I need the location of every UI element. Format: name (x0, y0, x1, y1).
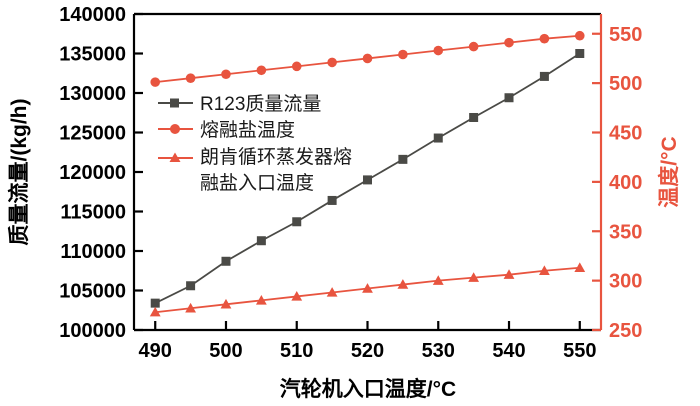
data-point-triangle (326, 287, 338, 297)
x-tick-label: 500 (209, 340, 242, 362)
data-point-circle (150, 77, 161, 87)
data-point-circle (185, 73, 196, 83)
left-axis-tick-labels: 100000 105000 110000 115000 120000 125000 1300… (59, 4, 126, 342)
left-tick-label: 110000 (60, 241, 126, 263)
data-point-triangle (397, 279, 409, 289)
data-point-square (504, 93, 514, 103)
data-point-circle (362, 53, 373, 64)
data-point-square (186, 281, 196, 291)
data-point-circle (539, 33, 550, 44)
data-point-triangle (362, 283, 373, 293)
data-point-square (221, 256, 231, 266)
left-axis-ticks (134, 12, 143, 332)
series-1 (150, 49, 585, 308)
right-axis-tick-labels: 250 300 350 400 450 500 550 (609, 24, 642, 342)
data-point-triangle (149, 306, 161, 317)
x-axis-tick-labels: 490 500 510 520 530 540 550 (139, 340, 597, 362)
right-tick-label: 350 (609, 221, 642, 243)
x-tick-label: 520 (351, 340, 384, 362)
data-point-square (292, 217, 302, 227)
data-point-triangle (255, 294, 267, 305)
legend-label-r123: R123质量流量 (200, 93, 321, 115)
y-axis-title: 质量流量/(kg/h) (7, 99, 31, 246)
left-tick-label: 100000 (59, 320, 126, 342)
data-point-circle (468, 41, 479, 52)
data-point-square (575, 49, 585, 58)
left-tick-label: 105000 (59, 281, 126, 303)
data-series-layer (149, 30, 586, 317)
series-2 (150, 30, 585, 87)
data-point-square (327, 195, 337, 205)
right-axis-ticks (592, 32, 601, 332)
legend-entry-molten-salt-temp: 熔融盐温度 (158, 119, 295, 141)
left-tick-label: 125000 (59, 123, 126, 145)
data-point-square (363, 175, 372, 185)
right-tick-label: 300 (609, 271, 642, 293)
data-point-triangle (185, 302, 197, 313)
left-tick-label: 130000 (59, 83, 126, 105)
data-point-circle (221, 69, 231, 80)
left-tick-label: 120000 (59, 162, 126, 184)
data-point-triangle (291, 291, 303, 301)
series-3 (149, 262, 586, 317)
chart-legend: R123质量流量 熔融盐温度 朗肯循环蒸发器熔 融盐入口温度 (158, 93, 352, 194)
legend-label-rankine-inlet-temp-line2: 融盐入口温度 (200, 172, 314, 194)
data-point-circle (398, 49, 408, 60)
left-tick-label: 140000 (59, 4, 126, 26)
data-point-triangle (468, 272, 480, 282)
data-point-circle (433, 45, 444, 56)
right-tick-label: 250 (609, 320, 642, 342)
x-tick-label: 530 (422, 340, 455, 362)
y2-axis-title: 温度/°C (657, 136, 681, 207)
data-point-square (398, 154, 408, 164)
x-axis-title: 汽轮机入口温度/°C (280, 377, 456, 401)
data-point-circle (504, 37, 514, 48)
legend-label-rankine-inlet-temp-line1: 朗肯循环蒸发器熔 (200, 146, 352, 168)
data-point-triangle (220, 298, 232, 309)
data-point-square (469, 112, 479, 122)
data-point-square (256, 236, 266, 246)
left-tick-label: 135000 (59, 44, 126, 66)
right-tick-label: 500 (609, 73, 642, 95)
data-point-triangle (538, 265, 550, 275)
data-point-triangle (503, 269, 515, 279)
x-axis-ticks (154, 321, 581, 330)
x-tick-label: 490 (139, 340, 172, 362)
x-tick-label: 550 (563, 340, 596, 362)
data-point-square (150, 298, 160, 308)
left-tick-label: 115000 (60, 202, 126, 224)
data-point-circle (327, 57, 337, 68)
legend-triangle-marker-icon (169, 152, 181, 162)
x-tick-label: 540 (492, 340, 525, 362)
data-point-circle (574, 30, 585, 41)
data-point-square (433, 133, 443, 143)
x-tick-label: 510 (280, 340, 313, 362)
data-point-circle (256, 65, 267, 76)
right-tick-label: 450 (609, 123, 642, 145)
legend-label-molten-salt-temp: 熔融盐温度 (200, 119, 295, 141)
data-point-circle (291, 61, 302, 72)
legend-square-marker-icon (170, 98, 179, 108)
data-point-triangle (574, 262, 586, 272)
right-tick-label: 550 (609, 24, 642, 46)
data-point-square (539, 71, 549, 81)
right-tick-label: 400 (609, 172, 642, 194)
legend-entry-r123: R123质量流量 (158, 93, 321, 115)
legend-circle-marker-icon (170, 124, 180, 134)
legend-entry-rankine-inlet-temp: 朗肯循环蒸发器熔 融盐入口温度 (158, 146, 352, 194)
data-point-triangle (432, 275, 444, 285)
